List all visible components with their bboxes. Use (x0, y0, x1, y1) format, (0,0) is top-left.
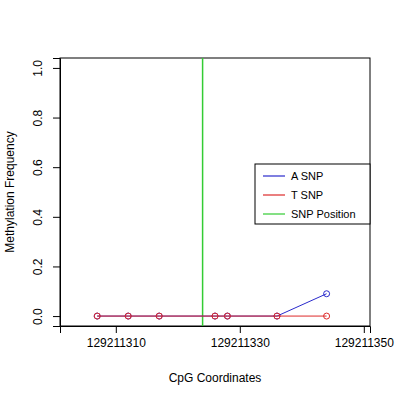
y-tick: 0.2 (31, 258, 60, 275)
x-tick-label: 129211330 (211, 336, 270, 350)
y-tick-label: 1.0 (31, 60, 45, 77)
y-tick-label: 0.4 (31, 209, 45, 226)
y-tick-label: 0.6 (31, 159, 45, 176)
y-tick-mark (53, 118, 60, 119)
plot-frame (60, 58, 370, 326)
y-tick-mark (53, 167, 60, 168)
y-tick-label: 0.2 (31, 258, 45, 275)
point (224, 313, 230, 319)
legend-key (263, 194, 285, 195)
x-tick-label: 129211310 (87, 336, 147, 350)
y-axis: 0.0 0.2 0.4 0.6 0.8 1.0 (31, 59, 61, 327)
y-tick-label: 0.0 (31, 308, 45, 325)
chart: 1292113101292113301292113500.00.20.40.60… (0, 0, 400, 400)
point (274, 313, 280, 319)
legend: A SNP T SNP SNP Position (255, 164, 370, 224)
y-tick: 1.0 (31, 60, 60, 77)
y-tick-mark (53, 217, 60, 218)
x-axis: 129211310 129211330 129211350 (61, 326, 395, 350)
x-tick: 129211310 (87, 326, 147, 350)
point (156, 313, 162, 319)
legend-box (255, 164, 370, 224)
x-tick: 129211330 (211, 326, 270, 350)
x-tick-mark (116, 326, 117, 333)
axis-line (61, 327, 371, 334)
x-tick-mark (364, 326, 365, 333)
x-tick-mark (240, 326, 241, 333)
snp-position-line (202, 58, 204, 326)
point (324, 313, 330, 319)
y-tick: 0.8 (31, 109, 60, 126)
y-axis-title: Methylation Frequency (3, 131, 17, 252)
legend-label: A SNP (291, 170, 323, 182)
y-tick-mark (53, 316, 60, 317)
axis-line (53, 59, 61, 327)
point (94, 313, 100, 319)
legend-label: T SNP (291, 189, 323, 201)
y-tick: 0.4 (31, 209, 60, 226)
point (125, 313, 131, 319)
x-tick: 129211350 (335, 326, 395, 350)
y-tick: 0.6 (31, 159, 60, 176)
x-axis-title: CpG Coordinates (169, 371, 262, 385)
point (324, 291, 330, 297)
series-line (97, 294, 326, 316)
plot-area (94, 58, 329, 326)
point (212, 313, 218, 319)
y-tick-mark (53, 68, 60, 69)
legend-key (263, 213, 285, 214)
legend-key (263, 175, 285, 176)
y-tick-label: 0.8 (31, 109, 45, 126)
legend-label: SNP Position (291, 208, 356, 220)
y-tick-mark (53, 266, 60, 267)
y-tick: 0.0 (31, 308, 60, 325)
x-tick-label: 129211350 (335, 336, 395, 350)
